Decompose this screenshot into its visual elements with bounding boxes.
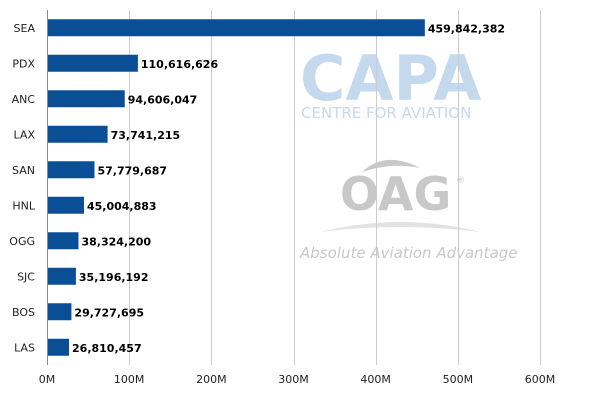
value-label: 110,616,626 [141, 58, 219, 71]
value-label: 45,004,883 [87, 200, 157, 213]
bar-sjc [48, 267, 76, 285]
y-tick-label: SJC [17, 270, 35, 283]
x-tick-label: 0M [39, 373, 56, 386]
bar-hnl [48, 196, 84, 214]
value-label: 459,842,382 [428, 22, 505, 35]
y-tick-label: SEA [14, 22, 36, 35]
y-tick-label: LAS [14, 341, 35, 354]
x-tick-label: 400M [360, 373, 391, 386]
oag-tagline: Absolute Aviation Advantage [299, 244, 518, 262]
bar-san [48, 161, 95, 179]
y-tick-label: PDX [12, 57, 35, 70]
oag-underline-icon [320, 222, 480, 232]
value-label: 57,779,687 [97, 164, 167, 177]
bar-anc [48, 90, 125, 108]
value-label: 29,727,695 [74, 306, 144, 319]
value-label: 26,810,457 [72, 342, 142, 355]
value-labels: 459,842,382 110,616,626 94,606,047 73,741,2… [72, 22, 505, 355]
y-tick-label: LAX [14, 128, 36, 141]
value-label: 38,324,200 [81, 235, 151, 248]
x-tick-label: 100M [114, 373, 145, 386]
y-tick-label: HNL [12, 199, 36, 212]
bar-pdx [48, 54, 138, 72]
y-tick-label: BOS [12, 306, 35, 319]
oag-registered-mark: ® [456, 176, 465, 186]
x-tick-label: 500M [443, 373, 474, 386]
oag-logo: OAG [340, 167, 451, 221]
capa-tagline: CENTRE FOR AVIATION [301, 104, 471, 122]
x-tick-label: 600M [525, 373, 556, 386]
bar-las [48, 338, 70, 356]
x-tick-label: 200M [196, 373, 227, 386]
y-tick-label: OGG [9, 235, 35, 248]
value-label: 35,196,192 [79, 271, 149, 284]
capa-logo: CAPA [300, 42, 481, 115]
y-axis-tick-labels: SEA PDX ANC LAX SAN HNL OGG SJC BOS LAS [9, 22, 36, 355]
bar-bos [48, 303, 72, 321]
y-tick-label: ANC [12, 93, 36, 106]
watermark: CAPA CENTRE FOR AVIATION OAG ® Absolute … [299, 42, 518, 262]
x-axis-tick-labels: 0M 100M 200M 300M 400M 500M 600M [39, 373, 556, 386]
bar-sea [48, 19, 425, 37]
bars [48, 19, 425, 356]
value-label: 94,606,047 [128, 93, 198, 106]
bar-lax [48, 125, 108, 143]
bar-ogg [48, 232, 79, 250]
x-tick-label: 300M [278, 373, 309, 386]
value-label: 73,741,215 [111, 129, 181, 142]
y-tick-label: SAN [12, 164, 35, 177]
